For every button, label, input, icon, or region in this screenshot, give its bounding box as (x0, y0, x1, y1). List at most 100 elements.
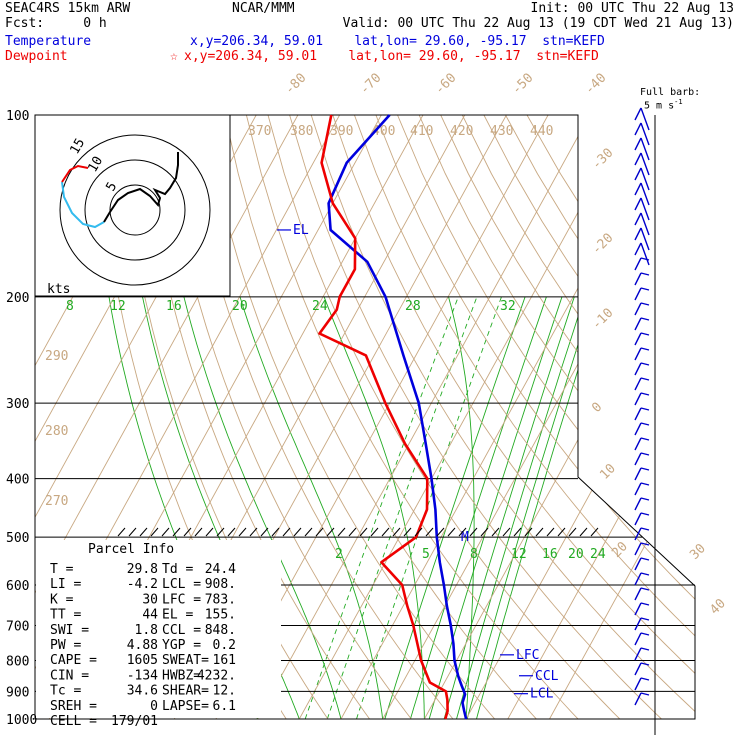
lcl-marker-label: LCL (530, 687, 554, 702)
dry-adiabat-line (418, 115, 695, 719)
wind-barb (634, 692, 642, 706)
parcel-key: HWBZ= (162, 668, 201, 683)
parcel-value: -4.2 (127, 577, 158, 592)
hodograph-ring (59, 134, 211, 286)
wind-barb (634, 392, 642, 406)
parcel-key: T = (50, 562, 74, 577)
parcel-value: 4.88 (127, 638, 158, 653)
mixing-ratio-label: 12 (511, 547, 527, 562)
hatch-mark (436, 527, 445, 537)
hatch-mark (535, 527, 544, 537)
hatch-mark (425, 527, 434, 537)
theta-label: 440 (530, 124, 553, 139)
parcel-title: Parcel Info (88, 542, 174, 557)
isotherm-label: 40 (707, 596, 729, 618)
wind-barb (634, 242, 642, 256)
mixing-ratio-line (326, 296, 478, 719)
mixing-ratio-line (428, 296, 563, 719)
parcel-value: 44 (142, 608, 158, 623)
wind-barb (634, 617, 642, 631)
pressure-tick-label: 600 (6, 579, 29, 594)
theta-label: 420 (450, 124, 473, 139)
wind-barb-flag (640, 362, 650, 366)
wind-barb (634, 272, 642, 286)
wind-barb-flag (640, 542, 650, 546)
wind-barb (634, 122, 642, 136)
parcel-key: CIN = (50, 668, 89, 683)
parcel-key: LI = (50, 577, 81, 592)
hatch-mark (293, 527, 302, 537)
theta-label: 380 (290, 124, 313, 139)
hatch-mark (194, 527, 203, 537)
parcel-panel (36, 540, 281, 718)
parcel-key: SHEAR= (162, 684, 209, 699)
wind-barb-flag (640, 377, 650, 381)
parcel-value: 34.6 (127, 684, 158, 699)
wind-barb (634, 257, 642, 271)
hatch-mark (458, 527, 467, 537)
hatch-mark (238, 527, 247, 537)
pressure-tick-label: 500 (6, 531, 29, 546)
lfc-marker-label: LFC (516, 648, 539, 663)
wind-barb (634, 587, 642, 601)
mixing-ratio-label: 20 (568, 547, 584, 562)
wind-barb-flag (640, 512, 650, 516)
wind-barb-flag (640, 662, 650, 666)
isotherm-label: -10 (589, 306, 616, 333)
mixing-ratio-label: 28 (405, 299, 421, 314)
dry-adiabat-line (245, 115, 591, 719)
moist-adiabat-line (448, 296, 475, 719)
wind-barb-flag (640, 302, 650, 306)
dry-adiabat-line (526, 115, 695, 719)
isotherm-label: -70 (357, 71, 384, 98)
hatch-mark (502, 527, 511, 537)
wind-barb-flag (640, 332, 650, 336)
center-label: NCAR/MMM (232, 1, 295, 16)
wind-barb (634, 632, 642, 646)
wind-barb (634, 167, 642, 181)
wind-barb-flag (640, 437, 650, 441)
hatch-mark (403, 527, 412, 537)
wind-barb (634, 452, 642, 466)
wind-barb (634, 602, 642, 616)
parcel-key: Tc = (50, 684, 81, 699)
wind-barb (634, 212, 642, 226)
isotherm-line (257, 115, 591, 719)
mixing-ratio-label: 16 (542, 547, 558, 562)
wind-barb-flag (640, 587, 650, 591)
wind-barb (634, 332, 642, 346)
parcel-value: 1605 (127, 653, 158, 668)
parcel-value: 24.4 (205, 562, 236, 577)
temperature-legend-label: Temperature (5, 34, 92, 49)
wind-barb (634, 182, 642, 196)
wind-barb-flag (640, 452, 650, 456)
wind-barb (634, 497, 642, 511)
hatch-mark (117, 527, 126, 537)
parcel-key: Td = (162, 562, 193, 577)
init-time: Init: 00 UTC Thu 22 Aug 13 (530, 1, 735, 16)
wind-barb-flag (640, 107, 650, 131)
wind-barb (634, 437, 642, 451)
hatch-mark (249, 527, 258, 537)
hatch-mark (282, 527, 291, 537)
wind-barb-flag (640, 677, 650, 681)
wind-barb-flag (640, 482, 650, 486)
dry-adiabat-line (267, 115, 633, 719)
mixing-ratio-label: 24 (312, 299, 328, 314)
hatch-mark (348, 527, 357, 537)
parcel-key: LCL = (162, 577, 201, 592)
wind-barb-flag (640, 467, 650, 471)
parcel-value: -134 (127, 668, 158, 683)
wind-barb (634, 407, 642, 421)
isotherm-label: 20 (609, 539, 631, 561)
wind-barb (634, 647, 642, 661)
isotherm-label: -80 (282, 71, 309, 98)
forecast-hour: Fcst: 0 h (5, 16, 107, 31)
hatch-mark (513, 527, 522, 537)
pressure-tick-label: 700 (6, 619, 29, 634)
isotherm-label: 10 (597, 461, 619, 483)
dewpoint-star-icon: ☆ (170, 49, 178, 64)
hatch-mark (381, 527, 390, 537)
dry-adiabat-line (397, 115, 695, 719)
wind-barb-flag (640, 257, 650, 261)
